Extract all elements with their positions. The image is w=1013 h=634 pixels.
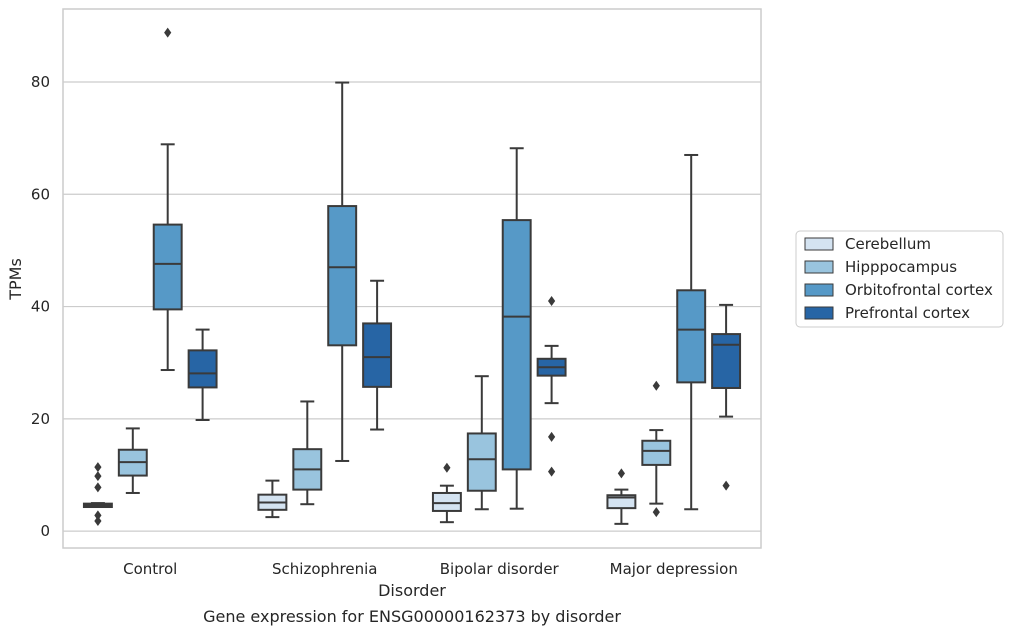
legend-swatch-orbitofrontal-cortex — [804, 283, 834, 297]
legend-label-prefrontal-cortex: Prefrontal cortex — [845, 304, 970, 322]
y-tick-label-60: 60 — [31, 185, 50, 203]
box-prefrontal-cortex-control — [187, 328, 218, 421]
y-tick-label-20: 20 — [31, 410, 50, 428]
box-prefrontal-cortex-schizophrenia — [362, 279, 393, 431]
box-hipppocampus-bipolar-disorder — [466, 375, 497, 511]
legend-label-orbitofrontal-cortex: Orbitofrontal cortex — [845, 281, 993, 299]
outlier-point — [94, 510, 102, 521]
figure-caption: Gene expression for ENSG00000162373 by d… — [203, 607, 621, 626]
box-orbitofrontal-cortex-major-depression — [676, 153, 707, 511]
box-body — [676, 289, 707, 384]
box-hipppocampus-control — [117, 427, 148, 494]
x-tick-label-schizophrenia: Schizophrenia — [272, 560, 377, 578]
box-prefrontal-cortex-bipolar-disorder — [536, 295, 567, 477]
box-cerebellum-major-depression — [606, 468, 637, 525]
y-axis-ticks: 0 20 40 60 80 — [31, 73, 50, 540]
legend-frame — [795, 230, 1004, 328]
x-tick-label-bipolar-disorder: Bipolar disorder — [440, 560, 560, 578]
outlier-point — [94, 471, 102, 482]
outlier-point — [548, 295, 556, 306]
series-cerebellum — [82, 462, 637, 527]
box-cerebellum-schizophrenia — [257, 479, 288, 519]
x-axis-ticks: Control Schizophrenia Bipolar disorder Majo… — [123, 560, 738, 578]
outlier-point — [652, 507, 660, 518]
box-orbitofrontal-cortex-bipolar-disorder — [501, 147, 532, 510]
plot-frame — [62, 8, 762, 549]
y-tick-label-40: 40 — [31, 298, 50, 316]
legend-swatch-cerebellum — [804, 237, 834, 251]
series-orbitofrontal-cortex — [152, 27, 707, 511]
box-body — [187, 349, 218, 389]
box-plot-series — [82, 27, 742, 527]
box-body — [327, 205, 358, 347]
box-body — [431, 491, 462, 512]
x-tick-label-major-depression: Major depression — [610, 560, 738, 578]
outlier-point — [722, 480, 730, 491]
series-hipppocampus — [117, 375, 672, 518]
legend-swatch-hipppocampus — [804, 260, 834, 274]
outlier-point — [94, 482, 102, 493]
x-axis-title: Disorder — [378, 581, 446, 600]
outlier-point — [617, 468, 625, 479]
box-body — [641, 439, 672, 466]
box-orbitofrontal-cortex-control — [152, 27, 183, 372]
outlier-point — [548, 431, 556, 442]
box-body — [362, 322, 393, 388]
outlier-point — [164, 27, 172, 38]
box-prefrontal-cortex-major-depression — [711, 303, 742, 491]
box-orbitofrontal-cortex-schizophrenia — [327, 81, 358, 462]
outlier-point — [443, 462, 451, 473]
outlier-point — [652, 380, 660, 391]
box-cerebellum-control — [82, 462, 113, 527]
box-hipppocampus-schizophrenia — [292, 400, 323, 506]
x-tick-label-control: Control — [123, 560, 177, 578]
outlier-point — [548, 466, 556, 477]
box-body — [152, 223, 183, 311]
y-tick-label-80: 80 — [31, 73, 50, 91]
box-body — [466, 432, 497, 492]
legend: Cerebellum Hipppocampus Orbitofrontal cort… — [795, 230, 1004, 328]
outlier-point — [94, 516, 102, 527]
y-axis-title: TPMs — [6, 258, 25, 301]
box-body — [711, 333, 742, 389]
box-cerebellum-bipolar-disorder — [431, 462, 462, 524]
outlier-point — [94, 462, 102, 473]
box-hipppocampus-major-depression — [641, 380, 672, 518]
series-prefrontal-cortex — [187, 279, 742, 491]
legend-label-cerebellum: Cerebellum — [845, 235, 931, 253]
legend-label-hipppocampus: Hipppocampus — [845, 258, 957, 276]
box-body — [501, 219, 532, 471]
y-tick-label-0: 0 — [40, 522, 50, 540]
legend-swatch-prefrontal-cortex — [804, 306, 834, 320]
